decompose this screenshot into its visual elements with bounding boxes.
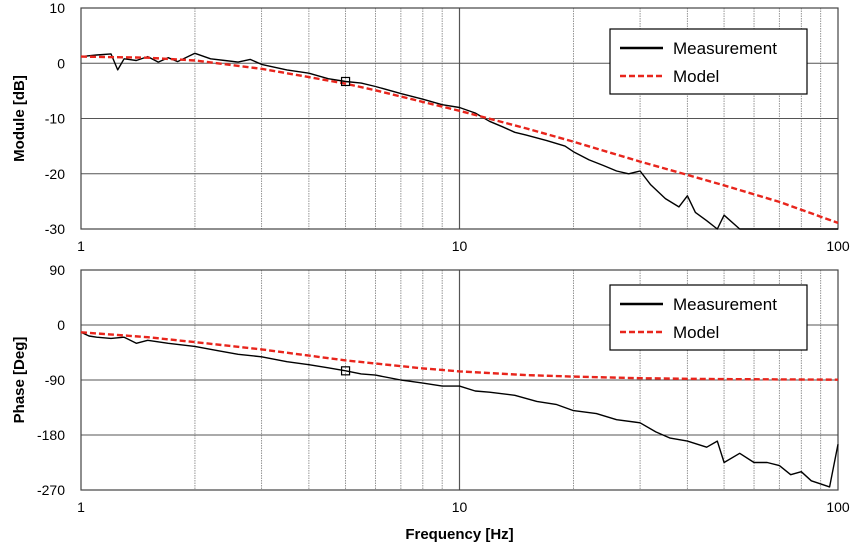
series-line-measurement: [80, 331, 839, 488]
y-tick-label: 0: [57, 317, 65, 333]
legend: Measurement Model: [609, 28, 808, 95]
y-tick-label: -180: [37, 427, 65, 443]
y-axis-label: Phase [Deg]: [11, 337, 28, 424]
data-marker-square: [340, 366, 351, 376]
x-axis-label: Frequency [Hz]: [405, 526, 513, 543]
x-tick-label: 100: [826, 238, 850, 254]
x-tick-label: 100: [826, 499, 850, 515]
series-line-model: [80, 331, 839, 381]
series-line-model: [80, 55, 839, 225]
x-tick-label: 10: [452, 499, 468, 515]
y-tick-label: -20: [45, 166, 65, 182]
x-tick-label: 1: [77, 499, 85, 515]
legend-label: Measurement: [673, 39, 777, 58]
legend-label: Model: [673, 67, 719, 86]
y-tick-label: -30: [45, 221, 65, 237]
y-tick-label: -10: [45, 111, 65, 127]
panel-2: 90 0 -90 -180 -270 1 10 100 Phase [Deg] Frequency…: [11, 262, 850, 543]
legend-box: [609, 284, 808, 351]
y-tick-label: -90: [45, 372, 65, 388]
legend-box: [609, 28, 808, 95]
x-tick-label: 10: [452, 238, 468, 254]
legend-label: Measurement: [673, 295, 777, 314]
y-axis-label: Module [dB]: [11, 75, 28, 162]
y-tick-label: 10: [49, 0, 65, 16]
data-marker-square: [340, 76, 351, 87]
y-tick-label: 90: [49, 262, 65, 278]
plot-frame: [80, 269, 839, 491]
y-tick-label: -270: [37, 482, 65, 498]
legend-label: Model: [673, 323, 719, 342]
y-tick-label: 0: [57, 55, 65, 71]
legend: Measurement Model: [609, 284, 808, 351]
x-tick-label: 1: [77, 238, 85, 254]
plot-frame: [80, 7, 839, 230]
